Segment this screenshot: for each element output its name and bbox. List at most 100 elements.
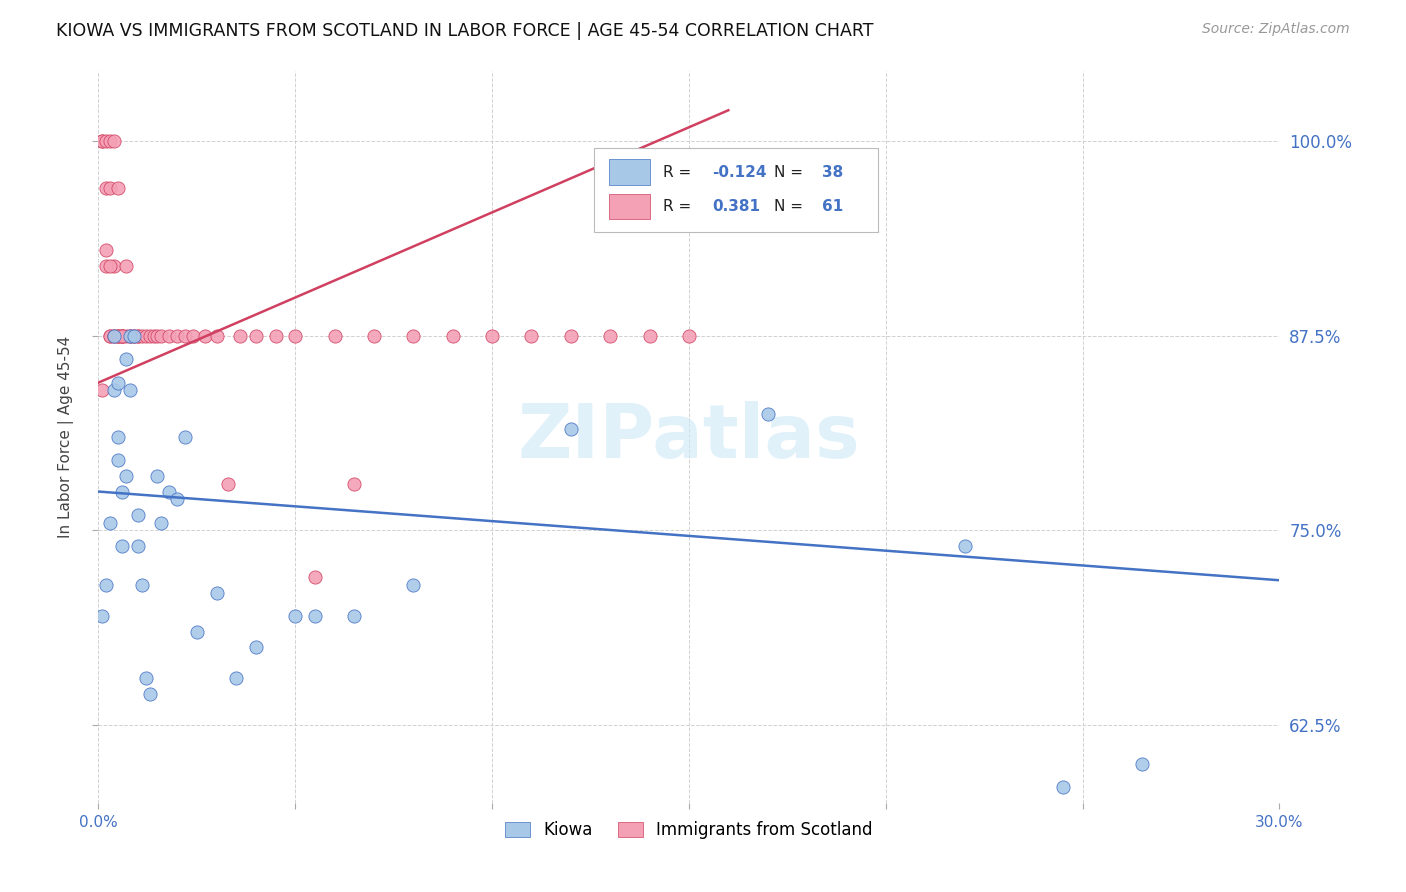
Bar — [609, 159, 650, 185]
Point — [135, 671, 157, 685]
Text: 61: 61 — [823, 199, 844, 214]
Point — [122, 329, 145, 343]
Point — [115, 352, 138, 367]
Point — [127, 329, 149, 343]
Point — [131, 329, 153, 343]
Point — [98, 181, 121, 195]
Point — [118, 329, 141, 343]
Point — [343, 609, 366, 624]
Point — [111, 329, 134, 343]
Point — [98, 516, 121, 530]
Point — [638, 329, 661, 343]
Point — [103, 135, 125, 149]
Point — [174, 329, 197, 343]
Point — [103, 384, 125, 398]
Point — [111, 329, 134, 343]
Point — [107, 329, 129, 343]
Point — [343, 476, 366, 491]
Point — [115, 259, 138, 273]
Point — [98, 135, 121, 149]
Point — [107, 329, 129, 343]
Point — [138, 329, 160, 343]
Point — [166, 329, 188, 343]
Point — [953, 539, 976, 553]
Point — [107, 430, 129, 444]
Y-axis label: In Labor Force | Age 45-54: In Labor Force | Age 45-54 — [58, 336, 75, 538]
Point — [402, 329, 425, 343]
Point — [756, 407, 779, 421]
Text: 38: 38 — [823, 165, 844, 180]
Text: 0.0%: 0.0% — [79, 815, 118, 830]
Point — [127, 508, 149, 522]
Point — [131, 578, 153, 592]
Point — [111, 329, 134, 343]
Point — [118, 329, 141, 343]
Point — [122, 329, 145, 343]
Point — [98, 259, 121, 273]
Point — [107, 329, 129, 343]
Point — [402, 578, 425, 592]
Point — [111, 329, 134, 343]
Point — [678, 329, 700, 343]
Point — [481, 329, 503, 343]
Point — [107, 453, 129, 467]
Point — [118, 384, 141, 398]
Point — [441, 329, 464, 343]
Point — [146, 329, 169, 343]
Point — [560, 422, 582, 436]
Text: R =: R = — [664, 199, 696, 214]
Point — [107, 376, 129, 390]
Point — [560, 329, 582, 343]
Text: N =: N = — [773, 165, 808, 180]
Point — [599, 329, 621, 343]
Text: ZIPatlas: ZIPatlas — [517, 401, 860, 474]
Point — [245, 640, 267, 655]
Point — [127, 329, 149, 343]
Text: R =: R = — [664, 165, 696, 180]
Point — [217, 476, 239, 491]
Point — [146, 469, 169, 483]
Point — [142, 329, 165, 343]
Legend: Kiowa, Immigrants from Scotland: Kiowa, Immigrants from Scotland — [499, 814, 879, 846]
Text: N =: N = — [773, 199, 808, 214]
Point — [91, 135, 114, 149]
Text: -0.124: -0.124 — [713, 165, 768, 180]
Point — [157, 484, 180, 499]
Point — [98, 329, 121, 343]
Point — [103, 329, 125, 343]
Point — [122, 329, 145, 343]
Point — [138, 687, 160, 701]
Point — [96, 578, 118, 592]
Point — [111, 484, 134, 499]
Text: KIOWA VS IMMIGRANTS FROM SCOTLAND IN LABOR FORCE | AGE 45-54 CORRELATION CHART: KIOWA VS IMMIGRANTS FROM SCOTLAND IN LAB… — [56, 22, 873, 40]
Point — [264, 329, 287, 343]
Point — [245, 329, 267, 343]
Point — [103, 329, 125, 343]
Point — [304, 609, 326, 624]
Point — [181, 329, 204, 343]
Point — [229, 329, 252, 343]
Point — [111, 539, 134, 553]
Point — [107, 181, 129, 195]
Point — [91, 384, 114, 398]
Point — [304, 570, 326, 584]
Bar — [609, 194, 650, 219]
Point — [323, 329, 346, 343]
Point — [91, 609, 114, 624]
Text: 30.0%: 30.0% — [1256, 815, 1303, 830]
Point — [96, 244, 118, 258]
Point — [225, 671, 247, 685]
Point — [115, 469, 138, 483]
Point — [96, 135, 118, 149]
Point — [284, 609, 307, 624]
Point — [157, 329, 180, 343]
Point — [194, 329, 217, 343]
Point — [205, 585, 228, 599]
Point — [1052, 780, 1074, 795]
Point — [166, 492, 188, 507]
Point — [205, 329, 228, 343]
Point — [520, 329, 543, 343]
Bar — [595, 148, 877, 232]
Text: Source: ZipAtlas.com: Source: ZipAtlas.com — [1202, 22, 1350, 37]
Point — [1130, 756, 1153, 771]
